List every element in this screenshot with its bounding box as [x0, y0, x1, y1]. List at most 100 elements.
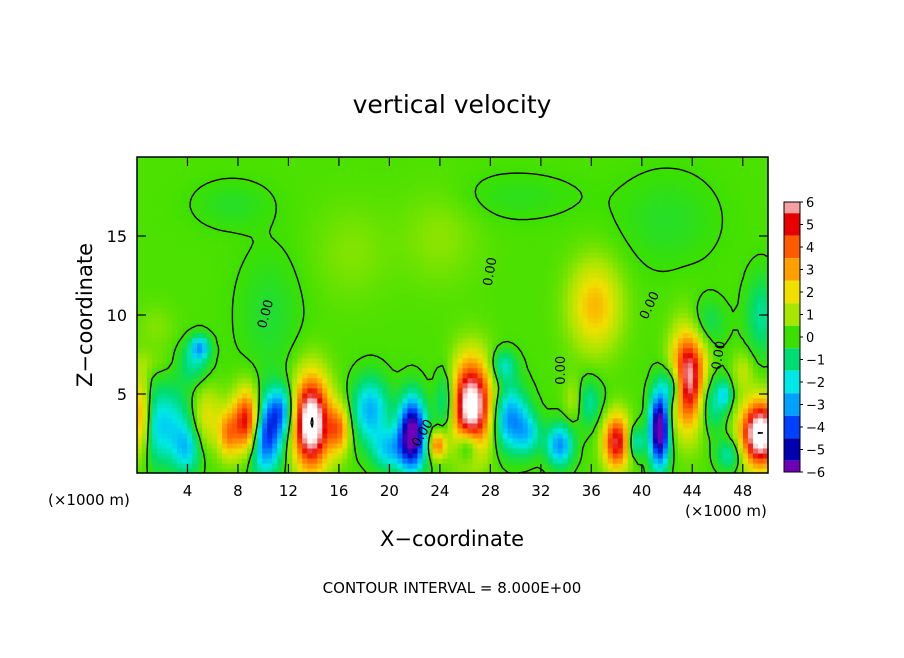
- field-cell: [142, 467, 148, 474]
- field-cell: [687, 442, 694, 449]
- field-cell: [462, 337, 469, 344]
- field-cell: [417, 412, 424, 419]
- field-cell: [582, 352, 589, 359]
- field-cell: [652, 317, 659, 324]
- field-cell: [362, 462, 368, 469]
- field-cell: [547, 287, 554, 294]
- field-cell: [167, 457, 173, 464]
- field-cell: [747, 297, 754, 304]
- field-cell: [757, 317, 764, 324]
- field-cell: [482, 297, 489, 304]
- field-cell: [507, 337, 514, 344]
- field-cell: [452, 422, 459, 429]
- field-cell: [217, 327, 223, 334]
- field-cell: [517, 452, 524, 459]
- field-cell: [237, 357, 243, 364]
- field-cell: [702, 312, 709, 319]
- field-cell: [457, 317, 464, 324]
- field-cell: [667, 447, 674, 454]
- field-cell: [507, 277, 514, 283]
- field-cell: [442, 322, 449, 329]
- field-cell: [187, 272, 193, 278]
- field-cell: [597, 457, 604, 464]
- field-cell: [147, 372, 153, 379]
- field-cell: [507, 367, 514, 374]
- field-cell: [657, 317, 664, 324]
- field-cell: [262, 442, 268, 449]
- field-cell: [762, 322, 769, 329]
- field-cell: [167, 402, 173, 409]
- field-cell: [672, 377, 679, 384]
- field-cell: [227, 342, 233, 349]
- field-cell: [207, 422, 213, 429]
- field-cell: [517, 392, 524, 399]
- field-cell: [572, 292, 579, 299]
- field-cell: [697, 282, 704, 289]
- field-cell: [192, 407, 198, 414]
- field-cell: [522, 462, 529, 469]
- field-cell: [292, 387, 298, 394]
- field-cell: [157, 402, 163, 409]
- field-cell: [667, 417, 674, 424]
- field-cell: [297, 442, 303, 449]
- field-cell: [222, 417, 228, 424]
- field-cell: [727, 322, 734, 329]
- field-cell: [707, 322, 714, 329]
- field-cell: [567, 282, 574, 289]
- field-cell: [677, 377, 684, 384]
- field-cell: [142, 377, 148, 384]
- field-cell: [752, 417, 759, 424]
- field-cell: [587, 467, 594, 474]
- field-cell: [667, 452, 674, 459]
- field-cell: [637, 342, 644, 349]
- field-cell: [292, 412, 298, 419]
- field-cell: [762, 437, 769, 444]
- field-cell: [547, 317, 554, 324]
- field-cell: [467, 282, 474, 289]
- field-cell: [657, 327, 664, 334]
- field-cell: [687, 372, 694, 379]
- field-cell: [407, 322, 414, 329]
- field-cell: [607, 287, 614, 294]
- field-cell: [482, 327, 489, 334]
- field-cell: [412, 437, 419, 444]
- field-cell: [472, 422, 479, 429]
- field-cell: [562, 282, 569, 289]
- field-cell: [217, 277, 223, 283]
- field-cell: [357, 382, 363, 389]
- field-cell: [642, 442, 649, 449]
- field-cell: [482, 347, 489, 354]
- field-cell: [562, 367, 569, 374]
- field-cell: [292, 312, 298, 319]
- field-cell: [677, 462, 684, 469]
- field-cell: [762, 432, 769, 439]
- field-cell: [327, 367, 333, 374]
- field-cell: [587, 362, 594, 369]
- field-cell: [612, 352, 619, 359]
- field-cell: [427, 317, 434, 324]
- field-cell: [747, 287, 754, 294]
- field-cell: [512, 412, 519, 419]
- field-cell: [617, 302, 624, 309]
- field-cell: [252, 402, 258, 409]
- field-cell: [522, 317, 529, 324]
- field-cell: [627, 337, 634, 344]
- field-cell: [597, 402, 604, 409]
- field-cell: [762, 317, 769, 324]
- field-cell: [217, 417, 223, 424]
- field-cell: [472, 382, 479, 389]
- field-cell: [592, 367, 599, 374]
- field-cell: [532, 402, 539, 409]
- field-cell: [287, 427, 293, 434]
- field-cell: [542, 392, 549, 399]
- field-cell: [672, 407, 679, 414]
- field-cell: [492, 447, 499, 454]
- field-cell: [387, 397, 394, 404]
- field-cell: [732, 447, 739, 454]
- field-cell: [557, 452, 564, 459]
- field-cell: [762, 427, 769, 434]
- field-cell: [477, 317, 484, 324]
- field-cell: [497, 322, 504, 329]
- field-cell: [347, 372, 353, 379]
- field-cell: [642, 372, 649, 379]
